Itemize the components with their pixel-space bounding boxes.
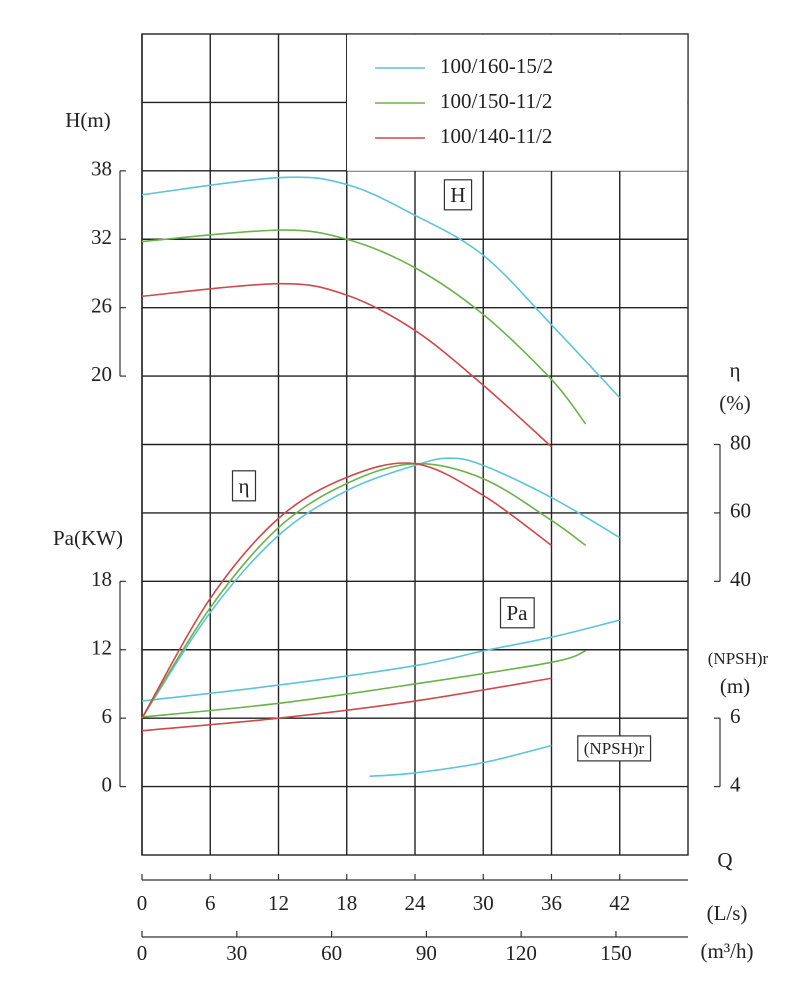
- y-tick-label: 40: [730, 567, 751, 591]
- curve-tag: (NPSH)r: [584, 739, 645, 758]
- y-axis-label: Pa(KW): [53, 526, 123, 550]
- y-axis-unit: (m): [720, 674, 750, 698]
- y-tick-label: 32: [91, 225, 112, 249]
- x-tick-label: 120: [505, 941, 537, 965]
- curve-tag-box: [499, 597, 535, 629]
- curve: [141, 176, 621, 399]
- curve-tag: η: [239, 474, 250, 498]
- x-tick-label: 0: [137, 891, 148, 915]
- curve: [141, 462, 552, 719]
- y-tick-label: 0: [102, 772, 113, 796]
- y-tick-label: 60: [730, 499, 751, 523]
- x-tick-label: 60: [321, 941, 342, 965]
- legend-label: 100/160-15/2: [440, 54, 553, 78]
- curve: [141, 457, 621, 719]
- y-tick-label: 12: [91, 636, 112, 660]
- y-tick-label: 80: [730, 430, 751, 454]
- x-tick-label: 150: [600, 941, 632, 965]
- curve: [141, 462, 587, 719]
- legend-label: 100/150-11/2: [440, 89, 552, 113]
- curve-tag-box: [443, 179, 473, 211]
- x-tick-label: 30: [473, 891, 494, 915]
- curve-tag: Pa: [507, 601, 529, 625]
- y-tick-label: 6: [102, 704, 113, 728]
- x-tick-label: 24: [405, 891, 427, 915]
- x-tick-label: 36: [541, 891, 562, 915]
- y-tick-label: 26: [91, 293, 112, 317]
- y-axis-label: η: [730, 358, 741, 382]
- curve: [141, 650, 586, 718]
- curve: [141, 619, 620, 702]
- x-tick-label: 18: [336, 891, 357, 915]
- y-tick-label: 18: [91, 567, 112, 591]
- curve-tag-box: [231, 470, 257, 502]
- x-tick-label: 42: [609, 891, 630, 915]
- y-axis-unit: (%): [719, 391, 750, 415]
- legend-label: 100/140-11/2: [440, 124, 552, 148]
- x-axis-label: (m³/h): [701, 939, 754, 963]
- y-tick-label: 6: [730, 704, 741, 728]
- x-tick-label: 6: [205, 891, 216, 915]
- curve: [141, 677, 552, 732]
- curve-tag: H: [450, 183, 465, 207]
- y-tick-label: 38: [91, 157, 112, 181]
- curve-tag-box: [577, 735, 652, 762]
- x-tick-label: 0: [137, 941, 148, 965]
- x-tick-label: 12: [268, 891, 289, 915]
- curve: [141, 282, 553, 448]
- y-tick-label: 20: [91, 362, 112, 386]
- x-title: Q: [717, 848, 732, 872]
- curve: [141, 229, 587, 425]
- y-axis-label: (NPSH)r: [708, 649, 769, 668]
- y-axis-label: H(m): [65, 108, 111, 132]
- x-tick-label: 30: [226, 941, 247, 965]
- x-tick-label: 90: [416, 941, 437, 965]
- y-tick-label: 4: [730, 772, 741, 796]
- x-axis-label: (L/s): [707, 901, 748, 925]
- curve: [369, 744, 552, 778]
